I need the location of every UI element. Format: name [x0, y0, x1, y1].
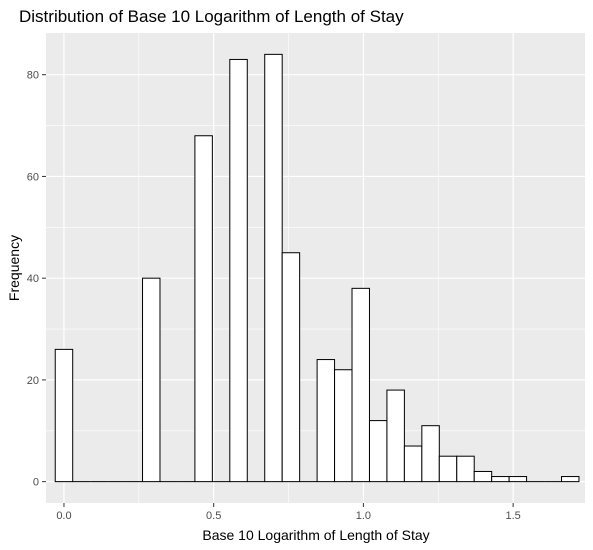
histogram-bar [438, 455, 458, 483]
histogram-bar [508, 476, 528, 483]
x-tick-label: 1.0 [356, 510, 371, 522]
histogram-bar [386, 389, 405, 483]
histogram-bar [491, 476, 510, 483]
x-axis-title: Base 10 Logarithm of Length of Stay [202, 527, 429, 543]
y-tick-label: 0 [33, 477, 39, 489]
histogram-bar [194, 135, 213, 483]
histogram-bar [281, 252, 301, 483]
histogram-bar [142, 277, 161, 483]
histogram-bar [421, 425, 440, 483]
histogram-bar [473, 470, 493, 483]
histogram-bars [54, 53, 580, 483]
histogram-bar [334, 369, 353, 483]
x-tick-label: 1.5 [505, 510, 520, 522]
histogram-bar [456, 455, 475, 483]
histogram-bar [351, 287, 370, 483]
y-axis-title: Frequency [6, 235, 22, 301]
y-tick-label: 40 [27, 273, 39, 285]
x-tick-label: 0.5 [206, 510, 221, 522]
plot-panel [46, 33, 585, 503]
y-tick-label: 20 [27, 375, 39, 387]
y-tick-label: 60 [27, 171, 39, 183]
histogram-bar [316, 359, 336, 483]
y-tick-label: 80 [27, 70, 39, 82]
minor-gridlines [46, 33, 585, 503]
x-axis: 0.0 0.5 1.0 1.5 [56, 503, 521, 522]
histogram-bar [403, 445, 423, 483]
histogram-bar [229, 58, 248, 483]
x-tick-label: 0.0 [56, 510, 71, 522]
histogram-bar [368, 420, 388, 483]
y-axis: 0 20 40 60 80 [27, 70, 46, 489]
histogram-bar [561, 476, 580, 483]
histogram-bar [54, 348, 74, 483]
histogram-bar [264, 53, 283, 483]
chart-title: Distribution of Base 10 Logarithm of Len… [19, 7, 404, 26]
